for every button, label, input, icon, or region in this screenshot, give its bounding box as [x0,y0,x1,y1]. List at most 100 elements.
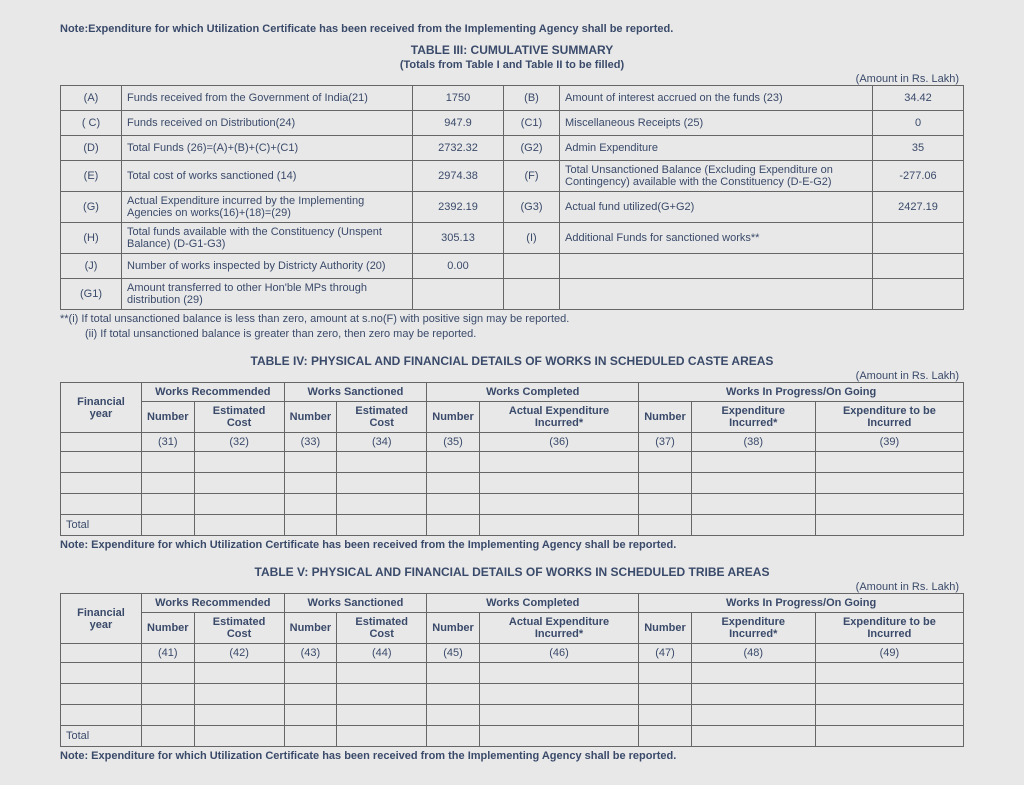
table-cell: 34.42 [873,86,964,111]
total-label: Total [61,726,142,747]
table-cell: (33) [284,433,337,452]
table-cell: (37) [639,433,692,452]
table-cell [560,254,873,279]
group-progress: Works In Progress/On Going [639,383,964,402]
table-cell: (G3) [504,192,560,223]
table-cell: 947.9 [413,111,504,136]
table-cell: (31) [142,433,195,452]
table-cell: Amount of interest accrued on the funds … [560,86,873,111]
col-estcost: Estimated Cost [337,613,427,644]
table-cell: 2732.32 [413,136,504,161]
table-cell: (I) [504,223,560,254]
col-number: Number [639,402,692,433]
table3-footnote1: **(i) If total unsanctioned balance is l… [60,313,964,325]
col-estcost: Estimated Cost [194,613,284,644]
table-cell: (43) [284,644,337,663]
table3-amount-label: (Amount in Rs. Lakh) [60,73,964,85]
col-expinc: Expenditure Incurred* [691,402,815,433]
table-cell: (C1) [504,111,560,136]
table-cell: Amount transferred to other Hon'ble MPs … [122,279,413,310]
group-completed: Works Completed [427,594,639,613]
table-cell: Total Unsanctioned Balance (Excluding Ex… [560,161,873,192]
col-estcost: Estimated Cost [337,402,427,433]
table-cell: (46) [479,644,638,663]
table-cell: (F) [504,161,560,192]
table-cell: (36) [479,433,638,452]
table-cell [504,279,560,310]
col-number: Number [284,613,337,644]
col-exptbi: Expenditure to be Incurred [815,402,963,433]
group-sanctioned: Works Sanctioned [284,383,427,402]
group-recommended: Works Recommended [142,594,285,613]
group-completed: Works Completed [427,383,639,402]
table-cell: (J) [61,254,122,279]
table-cell: (41) [142,644,195,663]
table4-amount-label: (Amount in Rs. Lakh) [60,370,964,382]
table-cell: Total cost of works sanctioned (14) [122,161,413,192]
table-cell: (A) [61,86,122,111]
table4: Financial year Works Recommended Works S… [60,382,964,536]
table-cell: Funds received on Distribution(24) [122,111,413,136]
table-cell: (45) [427,644,480,663]
col-estcost: Estimated Cost [194,402,284,433]
table-cell: 0.00 [413,254,504,279]
table5: Financial year Works Recommended Works S… [60,593,964,747]
group-sanctioned: Works Sanctioned [284,594,427,613]
table-cell [61,644,142,663]
col-exptbi: Expenditure to be Incurred [815,613,963,644]
table-cell: Total Funds (26)=(A)+(B)+(C)+(C1) [122,136,413,161]
table-cell [873,223,964,254]
col-number: Number [639,613,692,644]
table-cell [873,279,964,310]
table3-title: TABLE III: CUMULATIVE SUMMARY [60,43,964,57]
table-cell: Number of works inspected by Districty A… [122,254,413,279]
col-number: Number [142,402,195,433]
table-cell: (49) [815,644,963,663]
col-actual: Actual Expenditure Incurred* [479,402,638,433]
table-cell: Miscellaneous Receipts (25) [560,111,873,136]
table-cell: -277.06 [873,161,964,192]
col-number: Number [142,613,195,644]
table-cell: (39) [815,433,963,452]
table-cell: Additional Funds for sanctioned works** [560,223,873,254]
table-cell: (47) [639,644,692,663]
table-cell: (34) [337,433,427,452]
table-cell: 35 [873,136,964,161]
table-cell: Funds received from the Government of In… [122,86,413,111]
table-cell: 2974.38 [413,161,504,192]
table-cell: (48) [691,644,815,663]
table3-subtitle: (Totals from Table I and Table II to be … [60,59,964,71]
col-number: Number [427,613,480,644]
table-cell: (G2) [504,136,560,161]
table-cell: 2392.19 [413,192,504,223]
group-recommended: Works Recommended [142,383,285,402]
table-cell: (G1) [61,279,122,310]
table-cell: (42) [194,644,284,663]
table-cell: 1750 [413,86,504,111]
col-financial-year: Financial year [61,383,142,433]
total-label: Total [61,515,142,536]
table-cell: 0 [873,111,964,136]
table-cell: Admin Expenditure [560,136,873,161]
table-cell [61,433,142,452]
table-cell: (H) [61,223,122,254]
table5-title: TABLE V: PHYSICAL AND FINANCIAL DETAILS … [60,565,964,579]
table4-title: TABLE IV: PHYSICAL AND FINANCIAL DETAILS… [60,354,964,368]
table-cell: (38) [691,433,815,452]
table3: (A)Funds received from the Government of… [60,85,964,310]
table-cell [873,254,964,279]
table-cell: ( C) [61,111,122,136]
table5-note: Note: Expenditure for which Utilization … [60,750,964,762]
col-number: Number [284,402,337,433]
table-cell: Actual fund utilized(G+G2) [560,192,873,223]
table-cell: (44) [337,644,427,663]
table-cell [560,279,873,310]
table4-note: Note: Expenditure for which Utilization … [60,539,964,551]
table-cell: (32) [194,433,284,452]
col-actual: Actual Expenditure Incurred* [479,613,638,644]
top-note: Note:Expenditure for which Utilization C… [60,23,964,35]
table-cell: 2427.19 [873,192,964,223]
table-cell [413,279,504,310]
table-cell: (B) [504,86,560,111]
table-cell [504,254,560,279]
